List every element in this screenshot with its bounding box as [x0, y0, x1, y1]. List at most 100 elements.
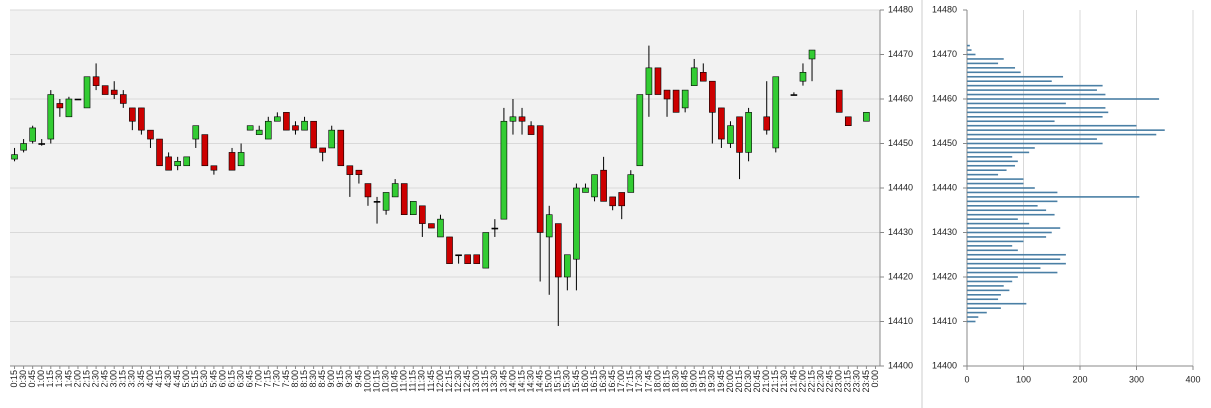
candle-body	[736, 116, 743, 153]
candle-body	[355, 169, 363, 175]
profile-bar	[967, 102, 1066, 105]
x-tick-label: 8:15	[299, 370, 309, 388]
candle-body	[92, 76, 100, 86]
candle-body	[790, 94, 798, 96]
x-tick-label: 7:30	[272, 370, 282, 388]
candle-body	[65, 98, 73, 118]
x-tick-label: 5:30	[199, 370, 209, 388]
profile-bar	[967, 205, 1038, 207]
x-tick-label: 17:45	[643, 370, 653, 393]
candle-body	[428, 223, 435, 229]
profile-bar	[967, 98, 1160, 100]
y-tick-label: 14420	[932, 271, 957, 281]
x-tick-label: 2:30	[90, 370, 100, 388]
profile-bar	[967, 280, 1013, 283]
candle-body	[835, 89, 843, 113]
profile-bar	[967, 311, 987, 314]
y-tick-label: 14450	[888, 138, 913, 148]
x-tick-label: 9:45	[353, 370, 363, 388]
candle-body	[346, 165, 354, 175]
candle-body	[464, 254, 471, 264]
profile-bar	[967, 236, 1047, 238]
candle-body	[119, 94, 127, 104]
candle-body	[255, 129, 263, 135]
x-tick-label: 20:45	[752, 370, 762, 393]
x-tick-label: 6:00	[217, 370, 227, 388]
x-tick-label: 16:45	[607, 370, 617, 393]
x-tick-label: 10:00	[362, 370, 372, 393]
y-tick-label: 14480	[932, 4, 957, 14]
candle-body	[74, 98, 82, 101]
candle-body	[709, 80, 716, 113]
profile-bar	[967, 196, 1140, 198]
candle-body	[29, 127, 36, 142]
x-tick-label: 200	[1072, 374, 1087, 384]
candle-body	[246, 125, 254, 131]
profile-bar	[967, 307, 1001, 309]
x-tick-label: 17:00	[616, 370, 626, 393]
profile-bar	[967, 89, 1097, 91]
x-tick-label: 22:15	[806, 370, 816, 393]
profile-bar	[967, 173, 999, 176]
x-tick-label: 14:00	[507, 370, 517, 393]
profile-bar	[967, 147, 1035, 149]
x-tick-label: 0:45	[27, 370, 37, 388]
x-tick-label: 21:45	[788, 370, 798, 393]
y-tick-label: 14440	[888, 182, 913, 192]
candle-body	[165, 156, 172, 171]
candle-body	[237, 152, 245, 167]
candle-body	[808, 49, 816, 60]
candle-body	[446, 236, 453, 264]
y-tick-label: 14400	[932, 360, 957, 370]
x-tick-label: 4:30	[163, 370, 173, 388]
profile-bar	[967, 164, 1016, 167]
x-tick-label: 22:00	[797, 370, 807, 393]
profile-bar	[967, 222, 1030, 225]
x-tick-label: 21:30	[779, 370, 789, 393]
candle-body	[636, 94, 644, 167]
candle-body	[627, 174, 635, 193]
candle-body	[609, 196, 616, 207]
candle-body	[573, 187, 580, 260]
x-tick-label: 14:30	[525, 370, 535, 393]
candle-body	[264, 120, 272, 140]
profile-bar	[967, 267, 1041, 269]
x-tick-label: 4:00	[145, 370, 155, 388]
candle-body	[274, 116, 281, 122]
x-tick-label: 18:00	[652, 370, 662, 393]
y-tick-label: 14430	[932, 227, 957, 237]
x-tick-label: 19:00	[689, 370, 699, 393]
candle-body	[283, 112, 290, 131]
candle-body	[663, 89, 671, 100]
candle-body	[129, 107, 136, 122]
y-tick-label: 14460	[888, 93, 913, 103]
profile-bar	[967, 58, 1004, 60]
candle-body	[582, 187, 589, 193]
profile-bar	[967, 231, 1052, 234]
x-tick-label: 23:30	[852, 370, 862, 393]
y-tick-label: 14480	[888, 4, 913, 14]
profile-bar	[967, 111, 1109, 114]
x-tick-label: 9:30	[344, 370, 354, 388]
y-tick-label: 14400	[888, 360, 913, 370]
profile-bar	[967, 271, 1058, 274]
x-tick-label: 9:00	[326, 370, 336, 388]
x-tick-label: 5:15	[190, 370, 200, 388]
candle-body	[101, 85, 109, 95]
candle-body	[147, 129, 154, 140]
x-tick-label: 11:00	[399, 370, 409, 392]
x-tick-label: 8:30	[308, 370, 318, 388]
candle-body	[110, 89, 118, 95]
candle-body	[473, 254, 481, 264]
candle-body	[482, 232, 490, 269]
x-tick-label: 23:15	[843, 370, 853, 393]
profile-bar	[967, 142, 1103, 145]
profile-bar	[967, 138, 1097, 140]
candle-body	[174, 161, 181, 167]
x-tick-label: 18:30	[670, 370, 680, 393]
x-tick-label: 7:45	[281, 370, 291, 388]
candle-body	[536, 125, 544, 233]
candle-body	[500, 120, 508, 220]
x-tick-label: 18:15	[661, 370, 671, 393]
profile-bar	[967, 71, 1021, 74]
